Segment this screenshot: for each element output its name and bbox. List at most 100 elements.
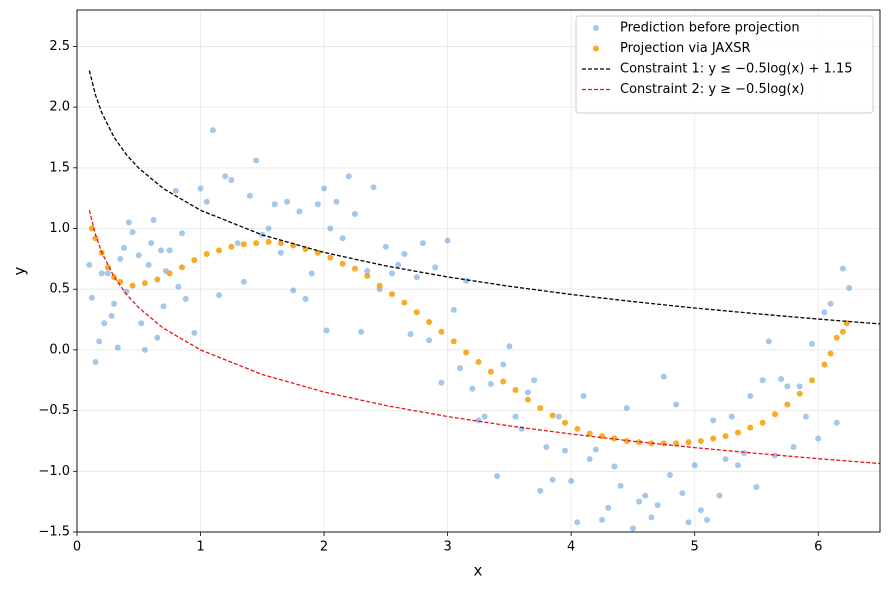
point bbox=[327, 225, 334, 232]
point bbox=[469, 385, 476, 392]
point bbox=[125, 219, 132, 226]
x-tick-label: 1 bbox=[196, 540, 204, 555]
point bbox=[697, 437, 704, 444]
point bbox=[216, 292, 223, 299]
point bbox=[277, 240, 284, 247]
legend-marker bbox=[593, 25, 599, 31]
point bbox=[506, 343, 513, 350]
x-axis-label: x bbox=[474, 562, 483, 580]
point bbox=[407, 331, 414, 338]
point bbox=[642, 492, 649, 499]
point bbox=[765, 338, 772, 345]
point bbox=[290, 287, 297, 294]
point bbox=[494, 473, 501, 480]
point bbox=[728, 413, 735, 420]
point bbox=[395, 261, 402, 268]
point bbox=[463, 349, 470, 356]
point bbox=[145, 261, 152, 268]
point bbox=[673, 440, 680, 447]
point bbox=[129, 229, 136, 236]
point bbox=[710, 435, 717, 442]
point bbox=[574, 519, 581, 526]
point bbox=[549, 412, 556, 419]
point bbox=[240, 278, 247, 285]
point bbox=[846, 284, 853, 291]
point bbox=[203, 198, 210, 205]
point bbox=[716, 492, 723, 499]
point bbox=[129, 282, 136, 289]
point bbox=[401, 251, 408, 258]
point bbox=[512, 386, 519, 393]
point bbox=[432, 264, 439, 271]
point bbox=[839, 265, 846, 272]
point bbox=[821, 309, 828, 316]
point bbox=[450, 306, 457, 313]
point bbox=[314, 249, 321, 256]
point bbox=[747, 424, 754, 431]
x-tick-label: 5 bbox=[691, 540, 699, 555]
point bbox=[370, 184, 377, 191]
point bbox=[253, 240, 260, 247]
point bbox=[660, 440, 667, 447]
point bbox=[351, 210, 358, 217]
point bbox=[611, 463, 618, 470]
point bbox=[784, 383, 791, 390]
point bbox=[216, 247, 223, 254]
point bbox=[524, 389, 531, 396]
point bbox=[605, 504, 612, 511]
point bbox=[364, 272, 371, 279]
point bbox=[673, 401, 680, 408]
point bbox=[290, 242, 297, 249]
point bbox=[815, 435, 822, 442]
point bbox=[246, 192, 253, 199]
point bbox=[111, 300, 118, 307]
point bbox=[120, 244, 127, 251]
point bbox=[284, 198, 291, 205]
point bbox=[456, 365, 463, 372]
legend-box bbox=[575, 15, 874, 114]
point bbox=[555, 413, 562, 420]
point bbox=[500, 361, 507, 368]
point bbox=[203, 251, 210, 258]
point bbox=[771, 411, 778, 418]
point bbox=[426, 318, 433, 325]
plot-area bbox=[86, 70, 880, 532]
point bbox=[182, 295, 189, 302]
point bbox=[308, 270, 315, 277]
point bbox=[568, 478, 575, 485]
point bbox=[685, 439, 692, 446]
y-tick-label: 2.5 bbox=[49, 39, 70, 54]
y-tick-label: 0.0 bbox=[49, 342, 70, 357]
point bbox=[154, 276, 161, 283]
y-axis-label: y bbox=[11, 266, 29, 275]
point bbox=[101, 320, 108, 327]
point bbox=[592, 446, 599, 453]
point bbox=[138, 320, 145, 327]
point bbox=[450, 338, 457, 345]
point bbox=[654, 502, 661, 509]
point bbox=[623, 405, 630, 412]
point bbox=[796, 390, 803, 397]
point bbox=[166, 247, 173, 254]
point bbox=[531, 377, 538, 384]
point bbox=[160, 303, 167, 310]
point bbox=[271, 201, 278, 208]
point bbox=[734, 462, 741, 469]
point bbox=[784, 401, 791, 408]
point bbox=[487, 368, 494, 375]
point bbox=[179, 230, 186, 237]
point bbox=[141, 280, 148, 287]
point bbox=[753, 484, 760, 491]
point bbox=[92, 359, 99, 366]
constraint-line bbox=[88, 70, 880, 325]
point bbox=[537, 405, 544, 412]
point bbox=[537, 487, 544, 494]
point bbox=[438, 379, 445, 386]
point bbox=[827, 300, 834, 307]
point bbox=[518, 425, 525, 432]
point bbox=[104, 270, 111, 277]
point bbox=[444, 237, 451, 244]
point bbox=[413, 309, 420, 316]
point bbox=[722, 433, 729, 440]
